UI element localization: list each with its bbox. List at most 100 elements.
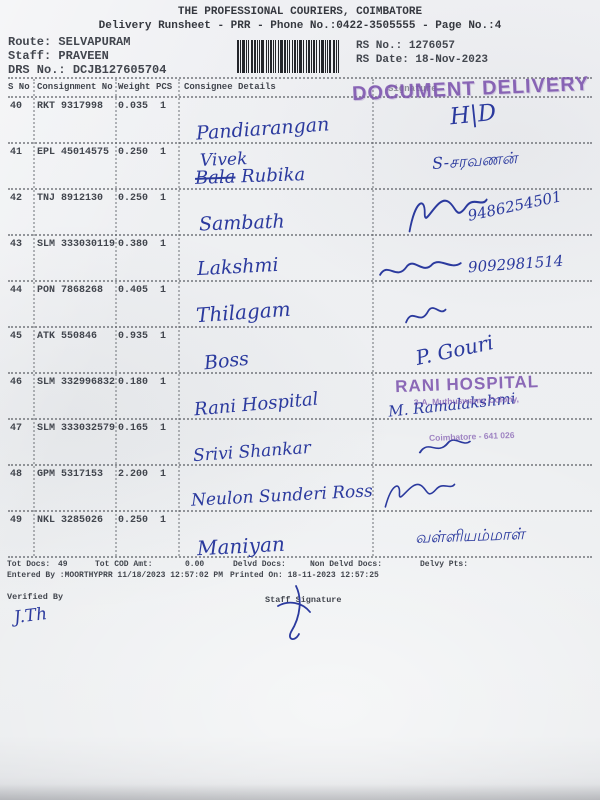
row-separator	[8, 234, 592, 236]
row-separator	[8, 418, 592, 420]
consignee-text: Rubika	[235, 164, 306, 188]
consignee-handwritten: Pandiarangan	[195, 113, 331, 145]
cell-weight: 0.250	[118, 515, 149, 526]
row-separator	[8, 142, 592, 144]
rani-hospital-stamp: RANI HOSPITAL 3-A, Muthuswamy Colony, Co…	[395, 371, 572, 444]
consignee-handwritten: Rani Hospital	[193, 388, 320, 421]
cell-weight: 0.035	[118, 101, 149, 112]
cell-consignment-no: TNJ 8912130	[37, 193, 104, 204]
cell-weight: 0.250	[118, 147, 149, 158]
cell-s-no: 47	[10, 423, 23, 434]
signature-handwritten: வள்ளியம்மாள்	[414, 524, 525, 547]
row-separator	[8, 556, 592, 558]
header-weight: Weight	[118, 82, 151, 92]
signature-handwritten: P. Gouri	[413, 330, 496, 370]
delvd-docs-label: Delvd Docs:	[233, 560, 286, 569]
consignee-struck-text: Bala	[194, 166, 236, 189]
row-separator	[8, 510, 592, 512]
tot-cod-value: 0.00	[185, 560, 205, 569]
cell-weight: 0.405	[118, 285, 149, 296]
rs-date-line: RS Date: 18-Nov-2023	[356, 54, 488, 66]
cell-s-no: 48	[10, 469, 23, 480]
signature-scribble	[414, 434, 475, 464]
column-rule	[178, 79, 180, 556]
consignee-handwritten: Srivi Shankar	[192, 437, 312, 467]
cell-pcs: 1	[160, 285, 167, 296]
rani-hospital-stamp-address2: Coimbatore - 641 026	[428, 429, 515, 443]
cell-weight: 0.380	[118, 239, 149, 250]
signature-scribble	[403, 188, 492, 242]
cell-pcs: 1	[160, 469, 167, 480]
verified-by-signature: J.Th	[12, 604, 49, 628]
row-separator	[8, 326, 592, 328]
cell-consignment-no: RKT 9317998	[37, 101, 104, 112]
consignee-handwritten: Neulon Sunderi Ross	[190, 481, 374, 511]
cell-consignment-no: EPL 45014575	[37, 147, 110, 158]
verified-by-label: Verified By	[7, 592, 64, 602]
cell-s-no: 46	[10, 377, 23, 388]
signature-handwritten: H|D	[448, 99, 498, 131]
consignee-handwritten-line2: Bala Rubika	[194, 164, 306, 189]
signature-phone-number: 9092981514	[467, 251, 564, 277]
cell-pcs: 1	[160, 147, 167, 158]
cell-s-no: 41	[10, 147, 23, 158]
rs-date-label: RS Date:	[356, 54, 409, 66]
cell-weight: 0.935	[118, 331, 149, 342]
consignee-handwritten: Thilagam	[195, 296, 292, 328]
rs-date-value: 18-Nov-2023	[415, 54, 489, 66]
cell-pcs: 1	[160, 193, 167, 204]
signature-scribble	[401, 301, 451, 335]
cell-weight: 0.165	[118, 423, 149, 434]
consignee-handwritten: Boss	[202, 347, 250, 375]
cell-consignment-no: GPM 5317153	[37, 469, 104, 480]
rs-no-value: 1276057	[408, 40, 456, 52]
paper-edge-shadow	[0, 784, 600, 800]
row-separator	[8, 188, 592, 190]
column-rule	[115, 79, 117, 556]
non-delvd-docs-label: Non Delvd Docs:	[310, 560, 383, 569]
printed-on-line: Printed On: 18-11-2023 12:57:25	[230, 571, 379, 580]
page-title: THE PROFESSIONAL COURIERS, COIMBATORE	[177, 6, 423, 18]
consignee-handwritten: Lakshmi	[196, 253, 280, 281]
tot-docs-value: 49	[58, 560, 68, 569]
drs-label: DRS No.:	[8, 63, 66, 77]
row-separator	[8, 464, 592, 466]
barcode	[237, 40, 339, 73]
column-rule	[33, 79, 35, 556]
cell-consignment-no: NKL 3285026	[37, 515, 104, 526]
cell-pcs: 1	[160, 101, 167, 112]
cell-pcs: 1	[160, 377, 167, 388]
page-subtitle: Delivery Runsheet - PRR - Phone No.:0422…	[98, 20, 502, 32]
header-s-no: S No	[8, 82, 30, 92]
staff-value: PRAVEEN	[58, 49, 109, 63]
header-pcs: PCS	[156, 82, 173, 92]
header-signature: Signature	[388, 84, 437, 94]
separator-line	[8, 96, 592, 98]
cell-weight: 2.200	[118, 469, 149, 480]
separator-line	[8, 77, 592, 79]
cell-s-no: 49	[10, 515, 23, 526]
route-line: Route: SELVAPURAM	[8, 35, 130, 49]
cell-s-no: 44	[10, 285, 23, 296]
cell-s-no: 43	[10, 239, 23, 250]
signature-scribble	[381, 475, 458, 515]
drs-line: DRS No.: DCJB127605704	[8, 63, 166, 77]
cell-consignment-no: SLM 333030119	[37, 239, 116, 250]
consignee-handwritten: Maniyan	[196, 531, 286, 561]
cell-consignment-no: SLM 332996832	[37, 377, 116, 388]
rs-no-line: RS No.: 1276057	[356, 40, 455, 52]
cell-s-no: 40	[10, 101, 23, 112]
staff-signature-scribble	[272, 582, 316, 649]
drs-value: DCJB127605704	[72, 63, 167, 77]
column-rule	[372, 79, 374, 556]
staff-signature-label: Staff Signature	[265, 595, 342, 605]
row-separator	[8, 372, 592, 374]
entered-by-line: Entered By :MOORTHYPRR 11/18/2023 12:57:…	[7, 571, 224, 580]
cell-s-no: 42	[10, 193, 23, 204]
cell-pcs: 1	[160, 423, 167, 434]
rs-no-label: RS No.:	[356, 40, 403, 52]
cell-weight: 0.250	[118, 193, 149, 204]
header-consignment-no: Consignment No	[37, 82, 113, 92]
cell-consignment-no: SLM 333032579	[37, 423, 116, 434]
